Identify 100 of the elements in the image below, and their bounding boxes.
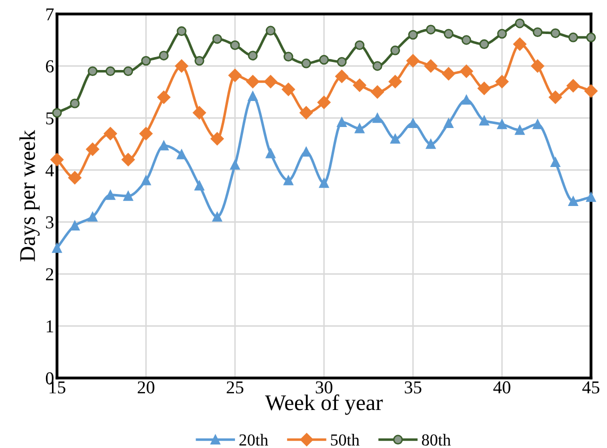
x-axis-title: Week of year (265, 394, 383, 415)
point (408, 30, 418, 40)
x-tick-label: 30 (316, 381, 332, 394)
point (584, 84, 598, 98)
point (86, 142, 100, 156)
y-tick-label: 3 (46, 216, 54, 228)
point (388, 75, 402, 88)
point (157, 90, 170, 104)
point (408, 118, 418, 128)
point (52, 243, 62, 253)
point (586, 192, 596, 202)
y-tick-label: 5 (46, 112, 54, 124)
y-tick-label: 1 (46, 320, 54, 332)
point (70, 98, 80, 108)
point (354, 40, 364, 50)
legend-label: 20th (239, 434, 268, 446)
point (284, 176, 294, 186)
point (319, 178, 329, 188)
point (354, 124, 364, 134)
point (192, 106, 206, 120)
point (176, 150, 186, 160)
point (246, 75, 260, 88)
y-tick-label: 4 (46, 164, 54, 176)
point (460, 64, 473, 78)
point (122, 153, 135, 166)
point (568, 32, 578, 42)
point (248, 50, 258, 60)
point (372, 113, 382, 123)
point (442, 67, 456, 80)
x-tick-label: 20 (138, 381, 154, 394)
point (70, 220, 80, 230)
y-tick-label: 7 (46, 8, 54, 20)
x-tick-label: 45 (582, 381, 600, 394)
point (141, 56, 151, 66)
point (426, 24, 436, 34)
point (123, 191, 134, 201)
point (301, 146, 312, 157)
x-tick-label: 25 (226, 381, 244, 394)
point (106, 66, 116, 76)
point (104, 127, 117, 140)
x-tick-label: 40 (493, 381, 510, 394)
point (479, 39, 490, 50)
point (68, 171, 82, 184)
point (478, 82, 491, 95)
point (175, 59, 188, 73)
point (300, 106, 313, 120)
point (123, 66, 134, 76)
point (390, 46, 400, 56)
point (52, 108, 62, 118)
point (106, 190, 116, 200)
point (335, 70, 348, 83)
point (230, 40, 240, 50)
point (424, 59, 438, 73)
point (513, 38, 526, 51)
point (141, 176, 151, 186)
y-tick-label: 2 (46, 268, 54, 280)
point (532, 119, 542, 130)
point (88, 66, 98, 76)
point (210, 132, 224, 146)
legend-label: 50th (330, 434, 360, 446)
point (479, 116, 490, 126)
point (531, 59, 544, 73)
point (158, 50, 169, 60)
point (426, 139, 436, 149)
legend-label: 80th (422, 434, 451, 446)
point (370, 85, 384, 99)
point (497, 28, 507, 39)
point (336, 56, 347, 67)
point (88, 212, 98, 222)
point (444, 28, 454, 39)
point (248, 91, 258, 102)
point (497, 119, 507, 130)
point (462, 35, 472, 45)
point (532, 27, 542, 38)
y-tick-label: 6 (46, 60, 54, 72)
point (336, 117, 347, 128)
point (353, 78, 366, 92)
point (266, 148, 276, 158)
point (228, 68, 242, 82)
point (194, 56, 204, 66)
y-axis-title: Days per week (19, 130, 40, 262)
point (390, 134, 400, 144)
point (319, 54, 329, 65)
point (406, 54, 420, 68)
point (566, 79, 580, 92)
point (586, 32, 596, 42)
point (514, 125, 525, 135)
point (282, 82, 295, 96)
point (264, 75, 278, 88)
point (550, 28, 560, 38)
point (495, 75, 509, 88)
point (284, 52, 294, 62)
point (139, 127, 153, 140)
point (462, 94, 472, 105)
point (444, 118, 454, 128)
point (372, 61, 382, 71)
point (176, 26, 186, 36)
point (230, 160, 240, 170)
point (194, 180, 204, 190)
point (212, 34, 222, 44)
